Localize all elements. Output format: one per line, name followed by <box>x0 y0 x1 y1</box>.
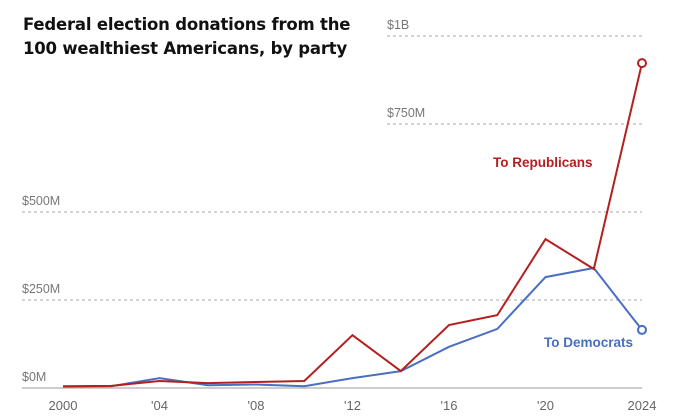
y-tick-label: $500M <box>22 194 60 208</box>
endpoint-marker-to-democrats <box>637 324 647 335</box>
series-label-democrats: To Democrats <box>544 335 633 350</box>
series-lines <box>62 58 647 388</box>
x-axis-labels: 2000 '04 '08 '12 '16 '20 2024 <box>49 398 657 413</box>
endpoint-marker-to-republicans <box>637 58 647 69</box>
series-line-to-republicans <box>62 62 643 388</box>
x-tick-label: '08 <box>248 398 265 413</box>
y-axis-labels: $0M $250M $500M $750M $1B <box>22 18 425 384</box>
gridlines <box>22 35 642 301</box>
y-tick-label: $0M <box>22 370 46 384</box>
x-tick-label: '04 <box>151 398 168 413</box>
series-line-to-democrats <box>62 266 643 388</box>
series-label-republicans: To Republicans <box>493 155 593 170</box>
y-tick-label: $750M <box>387 106 425 120</box>
y-tick-label: $250M <box>22 282 60 296</box>
y-tick-label: $1B <box>387 18 409 32</box>
x-tick-label: '12 <box>344 398 361 413</box>
series-labels: To Republicans To Democrats <box>493 155 633 350</box>
x-tick-label: '20 <box>537 398 554 413</box>
x-tick-label: 2024 <box>628 398 657 413</box>
x-tick-label: '16 <box>441 398 458 413</box>
x-tick-label: 2000 <box>49 398 78 413</box>
chart-title: Federal election donations from the 100 … <box>23 15 351 58</box>
